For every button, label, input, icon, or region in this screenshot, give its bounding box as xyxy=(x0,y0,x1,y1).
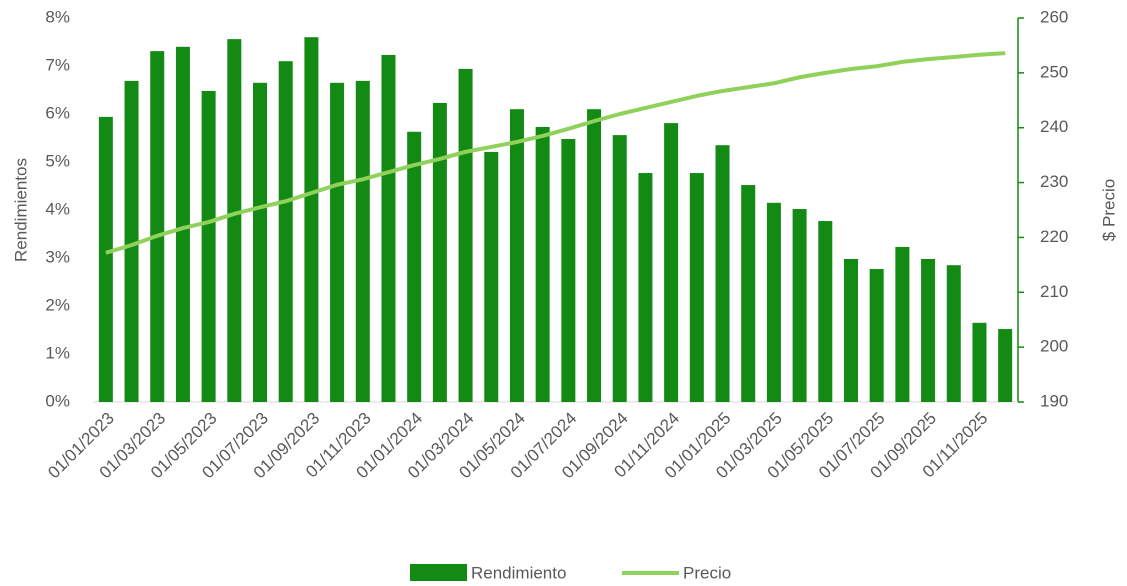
bar xyxy=(432,102,447,403)
bar xyxy=(792,209,807,402)
y2-tick-label: 210 xyxy=(1040,282,1068,301)
bar xyxy=(175,46,190,403)
y2-tick-label: 250 xyxy=(1040,62,1068,81)
bar xyxy=(278,61,293,402)
bar xyxy=(458,68,473,402)
y2-tick-label: 230 xyxy=(1040,172,1068,191)
bar xyxy=(664,123,679,403)
y-tick-label: 3% xyxy=(45,247,70,266)
bar xyxy=(355,80,370,402)
y-axis-title: Rendimientos xyxy=(11,158,30,262)
bar xyxy=(150,51,165,403)
bar xyxy=(381,54,396,403)
bar xyxy=(689,173,704,402)
bar xyxy=(741,185,756,402)
y-tick-label: 4% xyxy=(45,199,70,218)
bar xyxy=(227,39,242,403)
y-tick-label: 0% xyxy=(45,391,70,410)
legend-label: Precio xyxy=(683,563,731,582)
bar xyxy=(253,82,268,403)
y-tick-label: 6% xyxy=(45,103,70,122)
bar xyxy=(98,116,113,402)
bar xyxy=(304,37,319,402)
y-tick-label: 2% xyxy=(45,295,70,314)
y2-tick-label: 260 xyxy=(1040,7,1068,26)
legend-swatch xyxy=(410,564,467,581)
y2-axis-title: $ Precio xyxy=(1099,179,1118,241)
bar xyxy=(946,265,961,402)
bar xyxy=(843,258,858,402)
bar xyxy=(535,126,550,403)
bar xyxy=(124,80,139,402)
bar xyxy=(766,202,781,402)
y2-tick-label: 220 xyxy=(1040,227,1068,246)
bar xyxy=(509,109,524,402)
bar xyxy=(612,135,627,402)
y2-tick-label: 190 xyxy=(1040,391,1068,410)
y-tick-label: 8% xyxy=(45,7,70,26)
bar xyxy=(638,173,653,402)
line xyxy=(105,51,1006,255)
y2-tick-label: 200 xyxy=(1040,337,1068,356)
bar xyxy=(972,322,987,402)
bar xyxy=(715,145,730,402)
bar xyxy=(330,82,345,403)
bar xyxy=(201,90,216,403)
bar xyxy=(484,151,499,402)
bar xyxy=(895,246,910,402)
bar xyxy=(998,329,1013,402)
bar xyxy=(561,138,576,402)
y2-tick-label: 240 xyxy=(1040,117,1068,136)
y-tick-label: 7% xyxy=(45,55,70,74)
bar xyxy=(818,221,833,402)
y-tick-label: 5% xyxy=(45,151,70,170)
bar xyxy=(921,258,936,402)
y-tick-label: 1% xyxy=(45,343,70,362)
bar xyxy=(869,269,884,402)
bar xyxy=(407,131,422,402)
bar xyxy=(587,109,602,402)
legend-label: Rendimiento xyxy=(471,563,566,582)
